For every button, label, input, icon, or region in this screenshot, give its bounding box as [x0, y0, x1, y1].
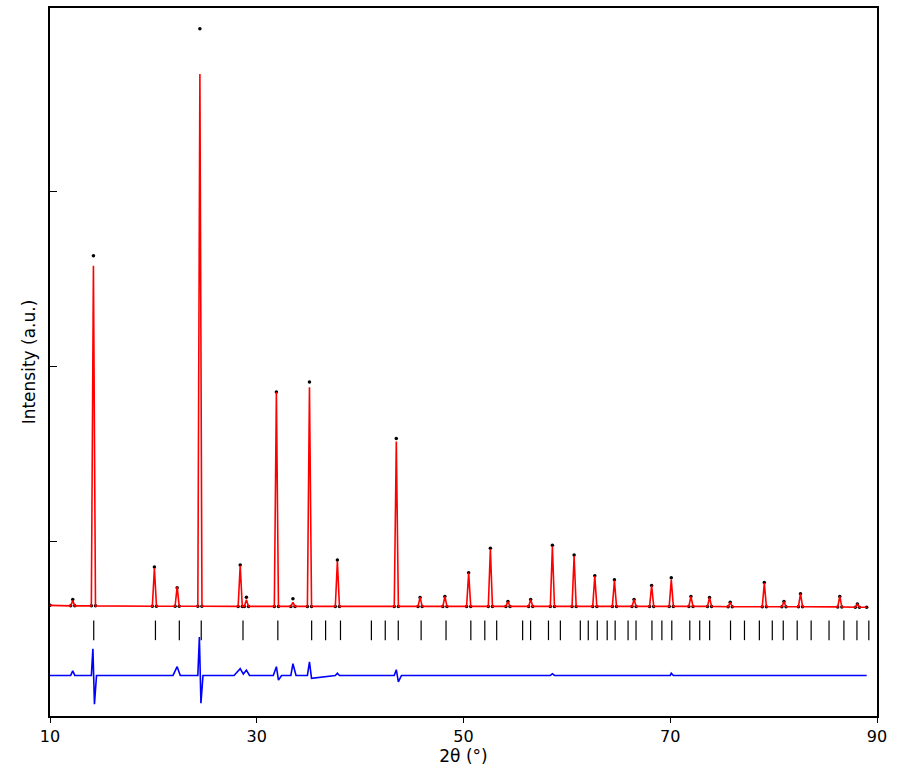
svg-text:30: 30	[247, 727, 267, 746]
svg-text:Intensity (a.u.): Intensity (a.u.)	[19, 300, 39, 425]
svg-text:50: 50	[453, 727, 473, 746]
svg-text:90: 90	[867, 727, 887, 746]
svg-text:10: 10	[40, 727, 60, 746]
svg-text:70: 70	[660, 727, 680, 746]
svg-text:2θ (°): 2θ (°)	[439, 746, 487, 766]
